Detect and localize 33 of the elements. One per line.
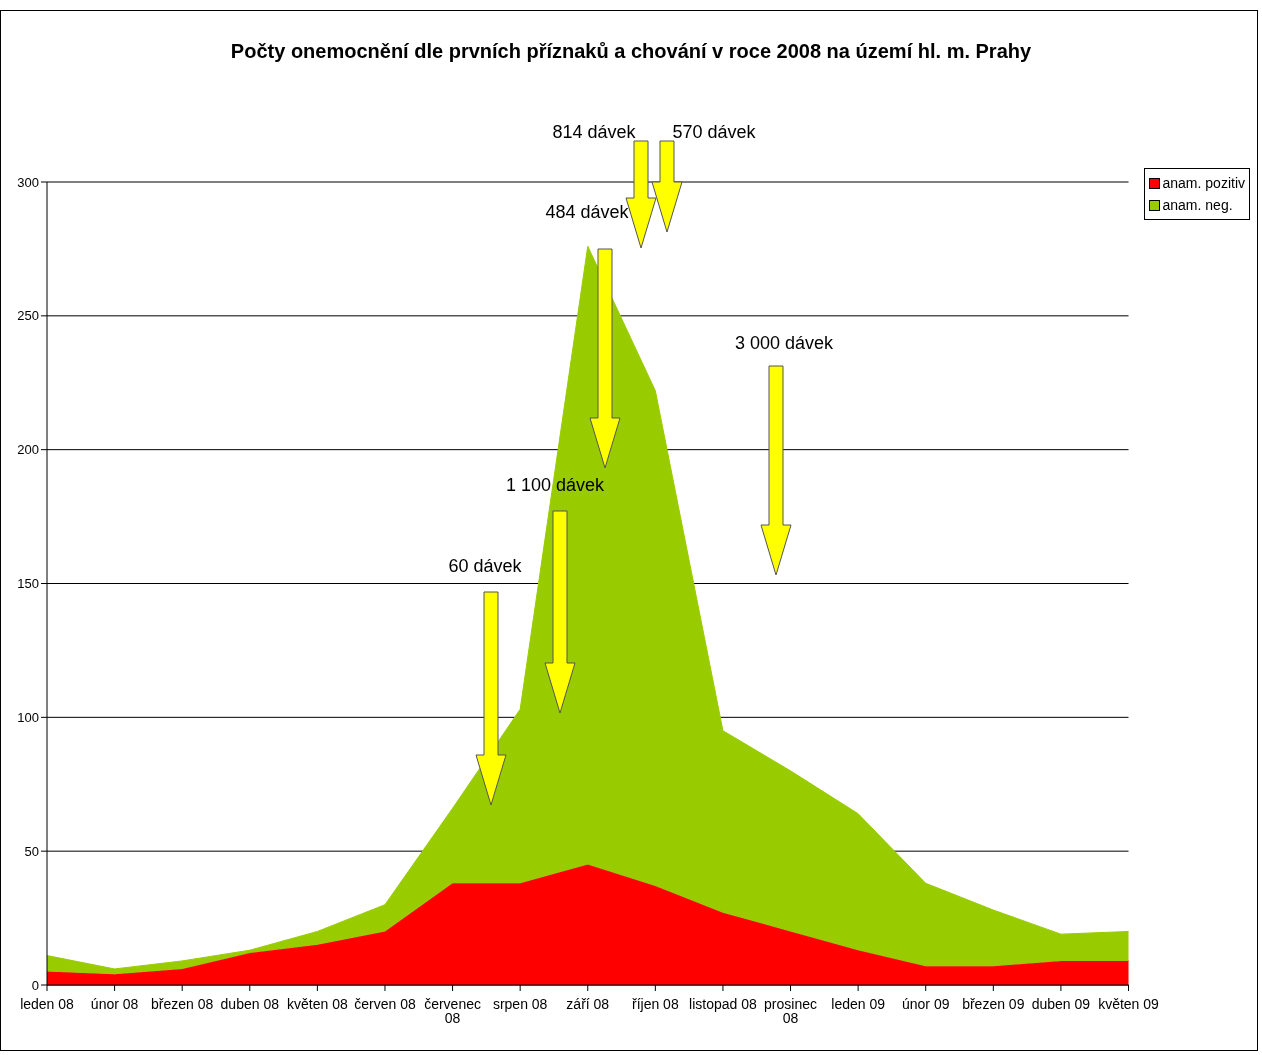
- legend-label: anam. neg.: [1162, 196, 1233, 215]
- x-tick-label: duben 09: [1031, 995, 1091, 1012]
- y-tick-label: 250: [17, 308, 39, 324]
- x-tick-label: listopad 08: [689, 995, 758, 1012]
- x-tick-label: říjen 08: [632, 995, 679, 1012]
- x-tick-label: únor 08: [90, 995, 139, 1012]
- legend-label: anam. pozitiv: [1162, 174, 1245, 193]
- y-tick-label: 200: [17, 442, 39, 458]
- x-tick-label: květen 09: [1098, 995, 1160, 1012]
- annotation: 60 dávek: [448, 555, 523, 576]
- y-tick-label: 150: [17, 576, 39, 592]
- y-tick-label: 100: [17, 709, 39, 725]
- x-tick-label: září 08: [566, 995, 610, 1012]
- annotation: 1 100 dávek: [505, 474, 606, 495]
- y-tick-label: 0: [31, 977, 39, 993]
- x-tick-label: leden 09: [831, 995, 886, 1012]
- annotation: 484 dávek: [545, 201, 630, 222]
- annotation: 3 000 dávek: [734, 332, 835, 353]
- x-tick-label: srpen 08: [492, 995, 548, 1012]
- x-tick-label: prosinec 08: [764, 995, 817, 1026]
- text: 814 dávek: [552, 121, 637, 142]
- chart-title: Počty onemocnění dle prvních příznaků a chování v roce 2008 na území hl. m. Prahy: [229, 40, 1033, 63]
- x-tick-label: duben 08: [220, 995, 280, 1012]
- y-tick-label: 300: [17, 174, 39, 190]
- x-tick-label: červen 08: [354, 995, 416, 1012]
- y-tick-label: 50: [24, 843, 39, 859]
- x-tick-label: únor 09: [901, 995, 950, 1012]
- x-tick-label: leden 08: [20, 995, 75, 1012]
- x-tick-label: květen 08: [287, 995, 348, 1012]
- x-tick-label: červenec 08: [424, 995, 481, 1026]
- x-tick-label: březen 08: [151, 995, 214, 1012]
- text: 570 dávek: [672, 121, 757, 142]
- x-tick-label: březen 09: [962, 995, 1025, 1012]
